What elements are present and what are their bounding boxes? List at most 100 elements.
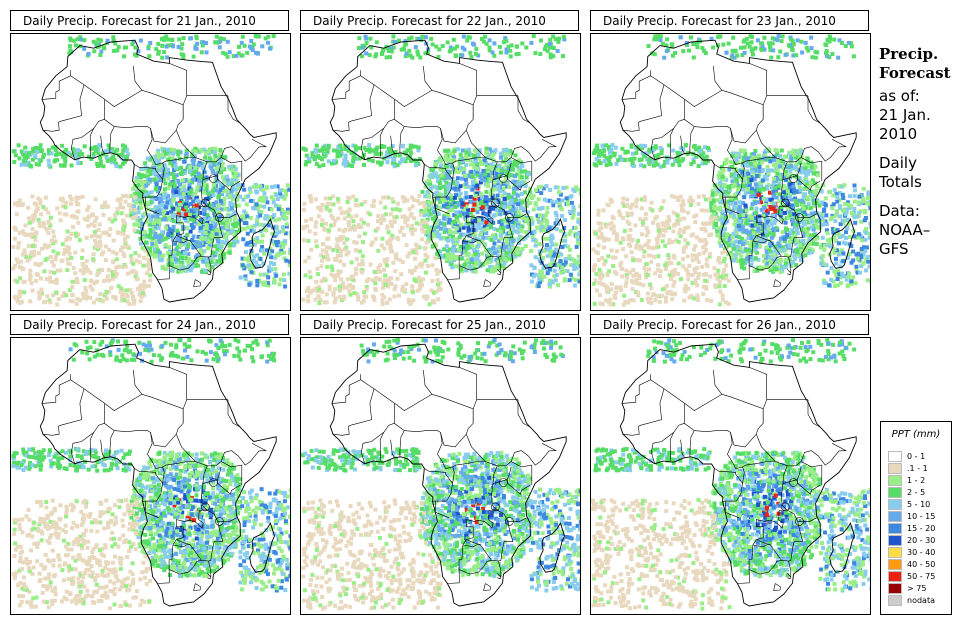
panel-title: Daily Precip. Forecast for 25 Jan., 2010 [300, 314, 579, 335]
country-border [497, 573, 502, 580]
country-border [782, 175, 798, 181]
country-border [100, 135, 105, 154]
data-line1: Data: [879, 202, 920, 220]
country-border [162, 466, 165, 484]
lake [215, 517, 224, 526]
country-border [683, 99, 735, 142]
legend-swatch [888, 463, 902, 474]
madagascar-coastline [829, 218, 855, 269]
madagascar-coastline [539, 522, 565, 573]
country-border [737, 465, 788, 584]
legend-label: 2 - 5 [907, 488, 926, 497]
country-border [437, 128, 486, 166]
country-border [435, 501, 450, 519]
country-border [782, 479, 798, 485]
country-border [807, 95, 821, 124]
madagascar-coastline [249, 522, 275, 573]
country-border [42, 84, 85, 132]
country-border [169, 63, 187, 105]
country-border [752, 543, 771, 548]
country-border [41, 70, 71, 100]
country-border [650, 119, 685, 160]
lake [209, 174, 218, 183]
country-border [507, 517, 527, 522]
country-border [733, 130, 757, 144]
country-border [773, 583, 781, 591]
panel-title: Daily Precip. Forecast for 23 Jan., 2010 [590, 10, 869, 31]
country-border [447, 161, 498, 280]
lake [215, 213, 224, 222]
country-border [134, 164, 163, 198]
country-border [650, 75, 823, 182]
madagascar-coastline [249, 218, 275, 269]
legend-swatch [888, 571, 902, 582]
country-border [742, 162, 745, 180]
legend-swatch [888, 511, 902, 522]
country-border [390, 135, 395, 154]
country-border [162, 162, 165, 180]
lake [789, 478, 798, 487]
legend-label: 1 - 2 [907, 476, 926, 485]
country-border [725, 197, 740, 215]
country-border [507, 213, 527, 218]
lake [209, 478, 218, 487]
country-border [379, 432, 384, 461]
country-border [227, 399, 241, 428]
daily-line1: Daily [879, 154, 917, 172]
country-border [459, 63, 477, 105]
country-border [147, 128, 196, 166]
madagascar-coastline [829, 522, 855, 573]
country-border [360, 75, 533, 182]
country-border [797, 517, 817, 522]
country-border [390, 439, 395, 458]
country-border [399, 126, 405, 153]
country-border [193, 583, 201, 591]
country-border [70, 379, 243, 486]
country-border [510, 443, 558, 466]
forecast-panel-day5: Daily Precip. Forecast for 25 Jan., 2010 [300, 314, 581, 615]
country-border [172, 543, 191, 548]
daily-line2: Totals [879, 173, 922, 191]
side-annotation: Precip. Forecast as of: 21 Jan. 2010 Dai… [879, 45, 965, 259]
country-border [208, 256, 212, 273]
lake [505, 213, 514, 222]
country-border [70, 119, 105, 160]
legend-label: 0 - 1 [907, 452, 926, 461]
forecast-panel-day3: Daily Precip. Forecast for 23 Jan., 2010 [590, 10, 871, 311]
country-border [227, 95, 241, 124]
legend-label: 40 - 50 [907, 560, 936, 569]
country-border [517, 399, 531, 428]
country-border [217, 517, 237, 522]
country-border [773, 279, 781, 287]
country-border [331, 70, 361, 100]
country-border [787, 269, 792, 276]
data-line3: GFS [879, 240, 909, 258]
country-border [41, 374, 71, 404]
asof-line3: 2010 [879, 125, 918, 143]
country-border [714, 164, 743, 198]
country-border [727, 128, 776, 166]
country-border [787, 573, 792, 580]
country-border [680, 439, 685, 458]
legend-title: PPT (mm) [891, 429, 941, 440]
legend-swatch [888, 451, 902, 462]
country-border [70, 423, 105, 464]
country-border [650, 379, 823, 486]
country-border [727, 432, 776, 470]
country-border [492, 175, 508, 181]
country-border [713, 369, 723, 395]
country-border [462, 239, 481, 244]
country-border [153, 130, 177, 144]
country-border [443, 434, 467, 448]
country-border [689, 430, 695, 457]
country-border [399, 430, 405, 457]
country-border [622, 388, 665, 436]
country-border [749, 560, 782, 575]
legend-label: 30 - 40 [907, 548, 936, 557]
country-border [89, 432, 94, 461]
country-border [424, 468, 453, 502]
country-border [621, 374, 651, 404]
country-border [100, 439, 105, 458]
legend-swatch [888, 523, 902, 534]
country-border [713, 65, 723, 91]
